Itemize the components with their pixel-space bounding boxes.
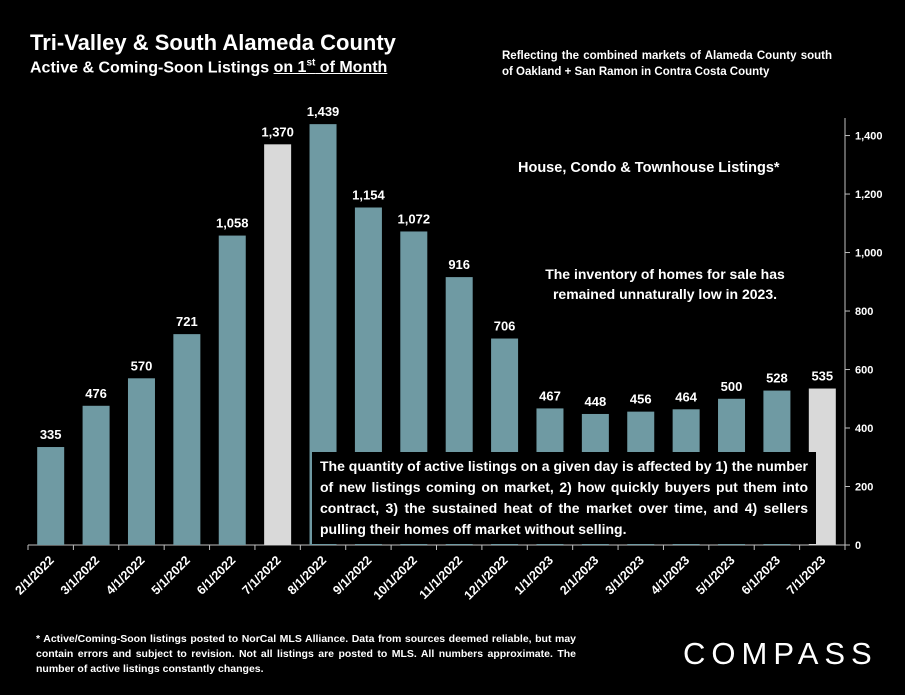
data-label: 1,154 [352, 187, 385, 202]
y-tick-label: 0 [855, 540, 861, 552]
data-label: 1,439 [307, 104, 340, 119]
x-tick-label: 4/1/2023 [648, 553, 692, 597]
x-tick-label: 5/1/2022 [149, 553, 193, 597]
x-tick-label: 6/1/2022 [194, 553, 238, 597]
subtitle-on: on 1 [273, 59, 307, 77]
data-label: 448 [585, 394, 607, 409]
y-tick-label: 400 [855, 423, 873, 435]
x-tick-label: 3/1/2022 [58, 553, 102, 597]
data-label: 1,370 [261, 124, 294, 139]
data-label: 1,072 [398, 211, 431, 226]
x-tick-label: 6/1/2023 [739, 553, 783, 597]
subtitle-of-month: of Month [315, 59, 388, 77]
x-tick-label: 4/1/2022 [103, 553, 147, 597]
x-tick-label: 7/1/2023 [784, 553, 828, 597]
data-label: 467 [539, 388, 561, 403]
series-label: House, Condo & Townhouse Listings* [518, 160, 780, 176]
inventory-note: The inventory of homes for sale has rema… [545, 266, 785, 302]
data-label: 706 [494, 319, 516, 334]
subtitle-ordinal: st [306, 58, 316, 69]
y-tick-label: 600 [855, 365, 873, 377]
bar [218, 235, 246, 545]
subtitle-underlined: on 1st of Month [273, 58, 388, 77]
bar [264, 144, 292, 546]
y-tick-label: 1,200 [855, 189, 883, 201]
y-tick-label: 1,400 [855, 131, 883, 143]
x-tick-label: 1/1/2023 [512, 553, 556, 597]
x-tick-label: 2/1/2022 [13, 553, 57, 597]
data-label: 1,058 [216, 216, 249, 231]
data-label: 916 [448, 257, 470, 272]
bar [173, 334, 201, 545]
x-tick-label: 3/1/2023 [603, 553, 647, 597]
chart-title: Tri-Valley & South Alameda County [30, 30, 396, 55]
bar [127, 378, 155, 545]
data-label: 456 [630, 392, 652, 407]
x-tick-label: 9/1/2022 [330, 553, 374, 597]
bar [82, 405, 110, 545]
data-label: 535 [811, 369, 833, 384]
x-tick-label: 10/1/2022 [371, 553, 420, 602]
y-tick-label: 1,000 [855, 248, 883, 260]
data-label: 500 [721, 379, 743, 394]
subtitle-prefix: Active & Coming-Soon Listings [30, 59, 274, 77]
market-scope-note: Reflecting the combined markets of Alame… [502, 50, 832, 78]
data-label: 335 [40, 427, 62, 442]
y-tick-label: 200 [855, 482, 873, 494]
data-label: 464 [675, 389, 697, 404]
y-tick-label: 800 [855, 306, 873, 318]
x-tick-label: 12/1/2022 [461, 553, 510, 602]
x-tick-label: 5/1/2023 [693, 553, 737, 597]
data-label: 721 [176, 314, 198, 329]
x-tick-label: 11/1/2022 [417, 553, 466, 602]
data-label: 528 [766, 371, 788, 386]
compass-logo: COMPASS [683, 636, 878, 671]
footnote: * Active/Coming-Soon listings posted to … [36, 633, 576, 675]
chart-subtitle: Active & Coming-Soon Listings on 1st of … [30, 58, 387, 77]
x-tick-label: 2/1/2023 [557, 553, 601, 597]
quantity-note: The quantity of active listings on a giv… [312, 452, 816, 544]
bar [37, 447, 65, 545]
x-tick-label: 7/1/2022 [239, 553, 283, 597]
data-label: 570 [131, 358, 153, 373]
data-label: 476 [85, 386, 107, 401]
x-tick-label: 8/1/2022 [285, 553, 329, 597]
